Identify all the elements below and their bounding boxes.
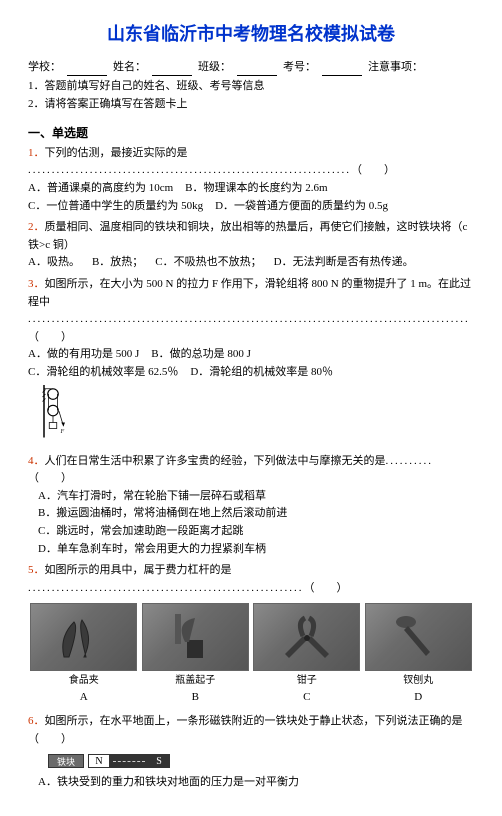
name-field bbox=[152, 59, 192, 77]
examno-label: 考号： bbox=[283, 59, 316, 77]
q6-paren: （ ） bbox=[28, 733, 72, 745]
q2-optA: A．吸热。 bbox=[28, 254, 80, 272]
magnet-s: S bbox=[149, 755, 169, 767]
q2-number: 2． bbox=[28, 221, 45, 233]
tool-image-d bbox=[365, 603, 472, 671]
dots: ........................................… bbox=[28, 162, 351, 180]
note1: 1．答题前填写好自己的姓名、班级、考号等信息 bbox=[28, 78, 474, 96]
q3-paren: （ ） bbox=[28, 331, 72, 343]
q4-optD: D．单车急刹车时，常会用更大的力捏紧刹车柄 bbox=[38, 541, 474, 559]
q6-number: 6． bbox=[28, 715, 45, 727]
q3-optB: B．做的总功是 800 J bbox=[151, 346, 251, 364]
q5-figA: 食品夹 A bbox=[30, 603, 137, 707]
q3-number: 3． bbox=[28, 278, 45, 290]
q5-number: 5． bbox=[28, 564, 45, 576]
pulley-figure: F bbox=[38, 385, 68, 438]
q3-optD: D．滑轮组的机械效率是 80％ bbox=[190, 364, 333, 382]
q5-stem: 如图所示的用具中，属于费力杠杆的是 bbox=[45, 564, 232, 576]
question-3: 3．如图所示，在大小为 500 N 的拉力 F 作用下，滑轮组将 800 N 的… bbox=[28, 276, 474, 449]
q3-optC: C．滑轮组的机械效率是 62.5％ bbox=[28, 364, 178, 382]
q4-optA: A．汽车打滑时，常在轮胎下铺一层碎石或稻草 bbox=[38, 488, 474, 506]
q5-figD: 钗刨丸 D bbox=[365, 603, 472, 707]
q1-optC: C．一位普通中学生的质量约为 50kg bbox=[28, 198, 203, 216]
name-label: 姓名： bbox=[113, 59, 146, 77]
q1-optB: B．物理课本的长度约为 2.6m bbox=[185, 180, 327, 198]
q5-capD: 钗刨丸 bbox=[365, 673, 472, 689]
tool-image-c bbox=[253, 603, 360, 671]
q1-paren: （ ） bbox=[351, 164, 395, 176]
iron-block: 铁块 bbox=[48, 754, 84, 768]
tool-image-b bbox=[142, 603, 249, 671]
q5-labD: D bbox=[365, 689, 472, 707]
magnet-n: N bbox=[89, 755, 109, 767]
q4-stem: 人们在日常生活中积累了许多宝贵的经验，下列做法中与摩擦无关的是 bbox=[45, 455, 386, 467]
page-title: 山东省临沂市中考物理名校模拟试卷 bbox=[28, 20, 474, 49]
q1-number: 1． bbox=[28, 147, 45, 159]
q5-capB: 瓶盖起子 bbox=[142, 673, 249, 689]
question-6: 6．如图所示，在水平地面上，一条形磁铁附近的一铁块处于静止状态，下列说法正确的是… bbox=[28, 713, 474, 792]
question-5: 5．如图所示的用具中，属于费力杠杆的是.....................… bbox=[28, 562, 474, 707]
q1-stem: 下列的估测，最接近实际的是 bbox=[45, 147, 188, 159]
q4-optB: B．搬运圆油桶时，常将油桶倒在地上然后滚动前进 bbox=[38, 505, 474, 523]
svg-text:F: F bbox=[60, 429, 65, 435]
attention-label: 注意事项： bbox=[368, 59, 423, 77]
bar-magnet: N S bbox=[88, 754, 170, 768]
q4-optC: C．跳远时，常会加速助跑一段距离才起跳 bbox=[38, 523, 474, 541]
info-row: 学校： 姓名： 班级： 考号： 注意事项： bbox=[28, 59, 474, 77]
magnet-figure: 铁块 N S bbox=[48, 754, 474, 768]
q5-labC: C bbox=[253, 689, 360, 707]
magnet-mid bbox=[109, 755, 149, 767]
examno-field bbox=[322, 59, 362, 77]
class-field bbox=[237, 59, 277, 77]
question-4: 4．人们在日常生活中积累了许多宝贵的经验，下列做法中与摩擦无关的是.......… bbox=[28, 453, 474, 559]
q4-number: 4． bbox=[28, 455, 45, 467]
q2-optB: B．放热； bbox=[92, 254, 143, 272]
question-1: 1．下列的估测，最接近实际的是.........................… bbox=[28, 145, 474, 215]
notes: 1．答题前填写好自己的姓名、班级、考号等信息 2．请将答案正确填写在答题卡上 bbox=[28, 78, 474, 113]
note2: 2．请将答案正确填写在答题卡上 bbox=[28, 96, 474, 114]
q5-labB: B bbox=[142, 689, 249, 707]
q5-capC: 钳子 bbox=[253, 673, 360, 689]
dots: .......... bbox=[386, 453, 434, 471]
section1-title: 一、单选题 bbox=[28, 124, 474, 143]
dots: ........................................… bbox=[28, 311, 470, 329]
school-label: 学校： bbox=[28, 59, 61, 77]
q5-labA: A bbox=[30, 689, 137, 707]
q6-optA: A．铁块受到的重力和铁块对地面的压力是一对平衡力 bbox=[38, 774, 474, 792]
q3-stem: 如图所示，在大小为 500 N 的拉力 F 作用下，滑轮组将 800 N 的重物… bbox=[28, 278, 471, 308]
q2-stem: 质量相同、温度相同的铁块和铜块，放出相等的热量后，再使它们接触，这时铁块将（c … bbox=[28, 221, 467, 251]
q1-optA: A．普通课桌的高度约为 10cm bbox=[28, 180, 173, 198]
q5-capA: 食品夹 bbox=[30, 673, 137, 689]
q2-optD: D．无法判断是否有热传递。 bbox=[274, 254, 414, 272]
school-field bbox=[67, 59, 107, 77]
q5-paren: （ ） bbox=[304, 582, 348, 594]
tool-image-a bbox=[30, 603, 137, 671]
q5-figB: 瓶盖起子 B bbox=[142, 603, 249, 707]
q6-stem: 如图所示，在水平地面上，一条形磁铁附近的一铁块处于静止状态，下列说法正确的是 bbox=[45, 715, 463, 727]
q4-paren: （ ） bbox=[28, 472, 72, 484]
q1-optD: D．一袋普通方便面的质量约为 0.5g bbox=[215, 198, 388, 216]
q5-figC: 钳子 C bbox=[253, 603, 360, 707]
question-2: 2．质量相同、温度相同的铁块和铜块，放出相等的热量后，再使它们接触，这时铁块将（… bbox=[28, 219, 474, 272]
q5-figure-row: 食品夹 A 瓶盖起子 B 钳子 C 钗刨丸 D bbox=[28, 603, 474, 707]
class-label: 班级： bbox=[198, 59, 231, 77]
dots: ........................................… bbox=[28, 580, 304, 598]
q3-optA: A．做的有用功是 500 J bbox=[28, 346, 139, 364]
q2-optC: C．不吸热也不放热； bbox=[155, 254, 261, 272]
